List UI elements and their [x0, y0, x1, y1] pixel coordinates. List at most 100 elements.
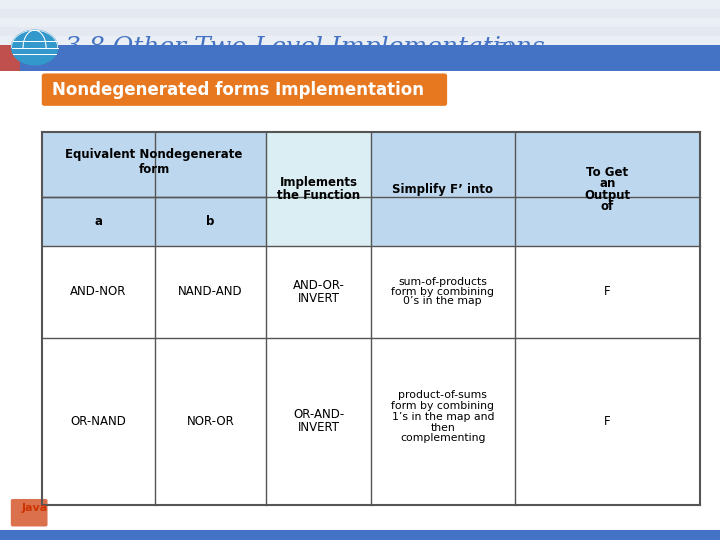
Text: Implements: Implements	[279, 176, 358, 189]
Text: of: of	[600, 200, 614, 213]
Bar	[42, 197, 155, 246]
Text: AND-OR-: AND-OR-	[292, 279, 345, 292]
Bar	[0, 378, 720, 387]
Bar	[0, 324, 720, 333]
Bar	[0, 9, 720, 18]
Text: F: F	[604, 415, 611, 428]
Bar	[0, 486, 720, 495]
Bar	[0, 36, 720, 45]
Bar	[155, 197, 266, 246]
Bar	[0, 45, 20, 71]
Bar	[0, 171, 720, 180]
Text: b: b	[207, 215, 215, 228]
Bar	[0, 162, 720, 171]
Bar	[0, 495, 720, 504]
Text: F: F	[604, 285, 611, 298]
Bar	[42, 132, 266, 197]
Bar	[0, 351, 720, 360]
Bar	[0, 441, 720, 450]
Circle shape	[12, 30, 58, 65]
Text: an: an	[599, 177, 616, 190]
Bar	[0, 360, 720, 369]
Bar	[0, 135, 720, 144]
Bar	[0, 234, 720, 243]
FancyBboxPatch shape	[42, 73, 447, 106]
Bar	[515, 132, 700, 197]
Bar	[0, 450, 720, 459]
Text: Output: Output	[584, 189, 631, 202]
Bar	[0, 252, 720, 261]
Bar	[0, 387, 720, 396]
Text: NAND-AND: NAND-AND	[179, 285, 243, 298]
Bar	[0, 81, 720, 90]
Bar	[0, 45, 720, 71]
Bar	[0, 117, 720, 126]
Bar	[0, 396, 720, 405]
Bar	[0, 99, 720, 108]
Bar	[0, 189, 720, 198]
Bar	[0, 90, 720, 99]
FancyBboxPatch shape	[11, 499, 48, 526]
Text: sum-of-products: sum-of-products	[398, 277, 487, 287]
Text: To Get: To Get	[586, 166, 629, 179]
Text: complementing: complementing	[400, 434, 485, 443]
Bar	[0, 225, 720, 234]
Bar	[0, 513, 720, 522]
Bar	[0, 261, 720, 270]
Bar	[0, 153, 720, 162]
Text: form: form	[138, 163, 170, 176]
Bar	[0, 18, 720, 27]
Bar	[0, 54, 720, 63]
Text: form by combining: form by combining	[391, 287, 495, 296]
Bar	[0, 108, 720, 117]
Text: INVERT: INVERT	[297, 421, 340, 434]
Bar	[515, 197, 700, 246]
Bar	[0, 369, 720, 378]
Text: 1’s in the map and: 1’s in the map and	[392, 412, 494, 422]
Text: 0’s in the map: 0’s in the map	[403, 296, 482, 306]
Bar	[371, 197, 515, 246]
Bar	[0, 270, 720, 279]
Bar	[0, 180, 720, 189]
Text: INVERT: INVERT	[297, 292, 340, 305]
Bar	[371, 132, 515, 197]
Bar	[0, 198, 720, 207]
Text: Equivalent Nondegenerate: Equivalent Nondegenerate	[66, 148, 243, 161]
Bar	[0, 423, 720, 432]
Text: NOR-OR: NOR-OR	[186, 415, 235, 428]
Bar	[0, 522, 720, 531]
Text: Nondegenerated forms Implementation: Nondegenerated forms Implementation	[52, 80, 424, 99]
Text: (6-7): (6-7)	[472, 41, 513, 56]
Bar	[0, 405, 720, 414]
Bar	[0, 504, 720, 513]
Bar	[0, 342, 720, 351]
Text: then: then	[431, 423, 455, 433]
Text: Simplify F’ into: Simplify F’ into	[392, 183, 493, 195]
Bar	[0, 477, 720, 486]
Bar	[0, 144, 720, 153]
Bar	[266, 132, 371, 197]
Bar	[0, 207, 720, 216]
Text: product-of-sums: product-of-sums	[398, 390, 487, 400]
Bar	[0, 71, 720, 530]
Bar	[42, 246, 700, 338]
Text: a: a	[94, 215, 102, 228]
Text: form by combining: form by combining	[391, 401, 495, 411]
Bar	[0, 243, 720, 252]
Text: 3.8 Other Two-Level Implementations: 3.8 Other Two-Level Implementations	[65, 36, 544, 59]
Bar	[0, 27, 720, 36]
Bar	[0, 0, 720, 9]
Bar	[0, 459, 720, 468]
Bar	[0, 279, 720, 288]
Text: Java: Java	[22, 503, 48, 512]
Bar	[0, 414, 720, 423]
Bar	[0, 531, 720, 540]
Text: OR-NAND: OR-NAND	[71, 415, 126, 428]
Bar	[0, 530, 720, 540]
Bar	[0, 63, 720, 72]
Bar	[0, 432, 720, 441]
Bar	[0, 45, 720, 54]
Bar	[0, 306, 720, 315]
Bar	[0, 72, 720, 81]
Bar	[266, 197, 371, 246]
